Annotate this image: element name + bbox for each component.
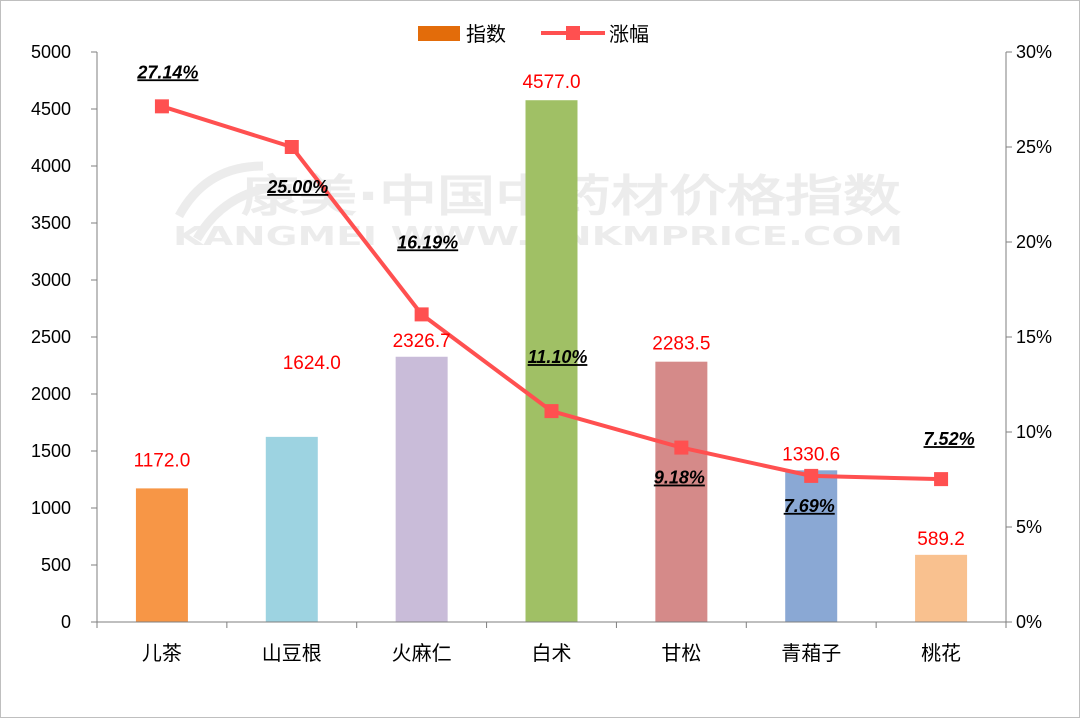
- line-marker-5: [674, 440, 689, 455]
- line-marker-3: [414, 307, 429, 322]
- line-value-label: 11.10%: [528, 347, 588, 367]
- bar-1: [135, 488, 188, 622]
- axes: 0 500 1000 1500 2000 2500 3000 3500 4000 4500 5000…: [31, 42, 1052, 665]
- y-tick-label: 1000: [31, 498, 71, 518]
- y2-tick-label: 5%: [1016, 517, 1042, 537]
- line-value-label: 7.52%: [924, 429, 975, 449]
- y2-tick-label: 30%: [1016, 42, 1052, 62]
- legend-label-bar: 指数: [466, 22, 506, 46]
- legend-label-line: 涨幅: [609, 22, 649, 46]
- x-category-label: 甘松: [661, 641, 701, 665]
- bar-value-label: 2283.5: [652, 334, 710, 355]
- bar-3: [395, 356, 448, 622]
- bar-value-label: 2326.7: [393, 331, 451, 352]
- line-value-label: 16.19%: [397, 232, 458, 252]
- y-tick-label: 2500: [31, 327, 71, 347]
- y-tick-label: 1500: [31, 441, 71, 461]
- line-value-label: 25.00%: [266, 177, 328, 197]
- line-value-label: 27.14%: [136, 62, 198, 82]
- bar-value-label: 1172.0: [134, 450, 191, 471]
- x-category-label: 桃花: [921, 641, 961, 665]
- y2-tick-label: 25%: [1016, 137, 1052, 157]
- bar-6: [785, 470, 838, 622]
- bar-7: [915, 554, 968, 622]
- line-value-label: 9.18%: [654, 468, 705, 488]
- y-tick-label: 0: [61, 612, 71, 632]
- y-tick-label: 3500: [31, 213, 71, 233]
- legend: 指数 涨幅: [418, 22, 649, 46]
- line-layer: [154, 99, 949, 487]
- bar-5: [655, 361, 708, 622]
- labels: 1172.0 1624.0 2326.7 4577.0 2283.5 1330.6 589.…: [134, 62, 975, 549]
- line-value-label: 7.69%: [784, 496, 835, 516]
- x-category-label: 青葙子: [781, 641, 841, 665]
- bar-value-label: 589.2: [917, 529, 965, 550]
- line-marker-2: [284, 140, 299, 154]
- line-marker-7: [934, 472, 949, 487]
- x-category-label: 山豆根: [262, 641, 322, 665]
- line-marker-4: [544, 404, 559, 419]
- watermark-logo: [175, 161, 287, 242]
- y2-tick-label: 10%: [1016, 422, 1052, 442]
- legend-swatch-bar: [418, 26, 460, 41]
- y-tick-label: 5000: [31, 42, 71, 62]
- bar-value-label: 4577.0: [522, 72, 580, 93]
- legend-swatch-marker: [566, 26, 580, 40]
- bar-2: [265, 436, 318, 622]
- y-tick-label: 2000: [31, 384, 71, 404]
- y2-tick-label: 15%: [1016, 327, 1052, 347]
- x-category-label: 儿茶: [142, 641, 182, 665]
- y2-tick-label: 20%: [1016, 232, 1052, 252]
- bars: [135, 100, 968, 623]
- y-tick-label: 500: [41, 555, 71, 575]
- line-marker-6: [804, 468, 819, 483]
- y-tick-label: 3000: [31, 270, 71, 290]
- bar-value-label: 1624.0: [283, 353, 341, 374]
- x-category-label: 白术: [532, 641, 572, 665]
- line-marker-1: [154, 99, 169, 114]
- bar-4: [525, 100, 578, 623]
- bar-value-label: 1330.6: [782, 444, 840, 465]
- x-category-label: 火麻仁: [392, 641, 452, 665]
- y2-tick-label: 0%: [1016, 612, 1042, 632]
- y-tick-label: 4500: [31, 99, 71, 119]
- y-tick-label: 4000: [31, 156, 71, 176]
